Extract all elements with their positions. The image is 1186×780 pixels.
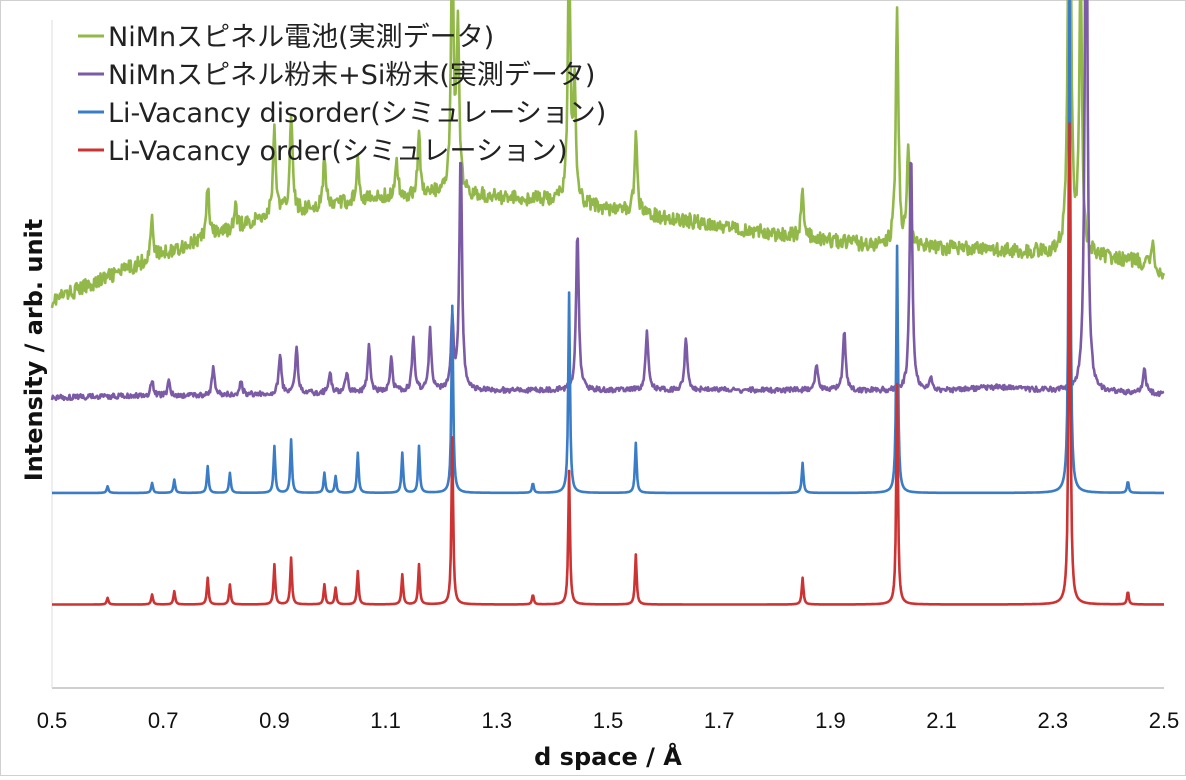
x-tick-label: 0.9: [259, 708, 290, 733]
legend-label-4: Li-Vacancy order(シミュレーション): [108, 136, 568, 167]
legend-label-2: NiMnスピネル粉末+Si粉末(実測データ): [108, 60, 595, 91]
series-line-3: [51, 0, 1165, 495]
x-tick-labels: 0.5 0.7 0.9 1.1 1.3 1.5 1.7 1.9 2.1 2.3 2.5: [37, 708, 1180, 733]
x-tick-label: 2.1: [926, 708, 957, 733]
x-tick-label: 2.5: [1149, 708, 1180, 733]
x-tick-label: 1.3: [482, 708, 513, 733]
x-axis-title: d space / Å: [534, 742, 682, 771]
series-line-1: [50, 0, 1166, 309]
y-axis-title: Intensity / arb. unit: [20, 219, 48, 482]
legend-label-1: NiMnスピネル電池(実測データ): [108, 22, 494, 53]
x-tick-label: 1.7: [704, 708, 735, 733]
x-tick-label: 1.9: [815, 708, 846, 733]
legend: NiMnスピネル電池(実測データ) NiMnスピネル粉末+Si粉末(実測データ) L…: [78, 22, 606, 167]
x-tick-label: 1.5: [593, 708, 624, 733]
x-tick-label: 0.7: [148, 708, 179, 733]
series-line-4: [51, 122, 1165, 606]
series-group: [50, 0, 1166, 606]
series-line-2: [50, 0, 1165, 402]
legend-label-3: Li-Vacancy disorder(シミュレーション): [108, 98, 606, 129]
x-tick-label: 1.1: [370, 708, 401, 733]
x-tick-label: 2.3: [1038, 708, 1069, 733]
x-tick-label: 0.5: [37, 708, 68, 733]
